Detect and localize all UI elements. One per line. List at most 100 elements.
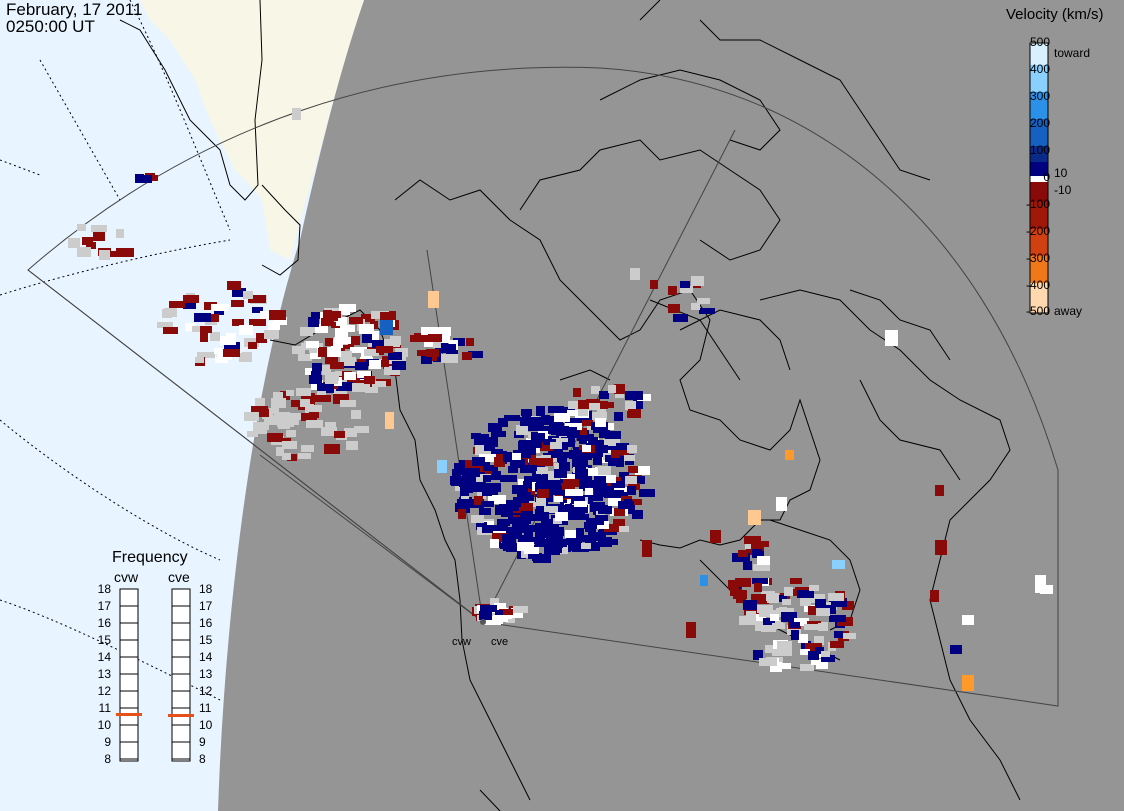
scatter-cell (484, 471, 501, 480)
scatter-cell (574, 505, 588, 513)
scatter-cell (521, 523, 529, 533)
scatter-cell (248, 342, 257, 349)
scatter-cell (554, 486, 570, 495)
scatter-cell (200, 332, 208, 342)
scatter-cell (513, 497, 523, 503)
scatter-cell (581, 543, 591, 549)
scatter-cell (635, 466, 650, 475)
scatter-cell (232, 319, 244, 326)
scatter-cell (600, 402, 614, 408)
scatter-cell (625, 391, 643, 400)
scatter-cell (808, 651, 819, 660)
scatter-cell (520, 417, 538, 426)
scatter-cell (691, 276, 704, 286)
scatter-cell (365, 384, 376, 393)
scatter-cell (789, 622, 800, 628)
scatter-cell (611, 450, 620, 458)
scatter-cell (458, 509, 466, 519)
scatter-cell (314, 395, 331, 402)
scatter-cell (757, 556, 770, 565)
scatter-cell (756, 614, 766, 622)
scatter-cell (565, 489, 583, 496)
scatter-cell (220, 336, 236, 345)
scatter-cell (455, 503, 470, 512)
scatter-cell (598, 537, 612, 547)
scatter-cell (502, 534, 516, 543)
scatter-cell (576, 528, 584, 535)
scatter-cell (510, 459, 525, 468)
scatter-cell (500, 475, 517, 482)
scatter-cell (578, 400, 589, 409)
scatter-cell (1035, 575, 1046, 593)
legend-tick: -200 (1025, 224, 1050, 238)
scatter-cell (370, 331, 379, 341)
scatter-cell (508, 466, 518, 473)
scatter-cell (594, 487, 609, 497)
scatter-cell (536, 497, 546, 506)
scatter-cell (592, 412, 607, 420)
scatter-cell (339, 304, 356, 312)
scatter-cell (300, 327, 313, 336)
scatter-cell (301, 393, 315, 402)
scatter-cell (585, 488, 593, 495)
scatter-cell (292, 108, 301, 120)
scatter-cell (300, 399, 310, 407)
scatter-cell (790, 578, 802, 584)
scatter-cell (1040, 585, 1053, 594)
scatter-cell (751, 542, 761, 549)
scatter-cell (503, 544, 515, 551)
scatter-cell (558, 545, 568, 554)
scatter-cell (388, 352, 402, 360)
scatter-cell (791, 630, 799, 640)
scatter-cell (214, 348, 224, 354)
scatter-cell (526, 424, 537, 431)
scatter-cell (520, 507, 533, 517)
scatter-cell (815, 599, 826, 608)
scatter-cell (639, 489, 655, 497)
scatter-cell (560, 442, 568, 450)
scatter-cell (453, 338, 465, 346)
scatter-cell (243, 291, 253, 299)
scatter-cell (558, 457, 567, 465)
scatter-cell (495, 610, 503, 618)
scatter-cell (579, 428, 587, 435)
scatter-cell (291, 400, 300, 407)
scatter-cell (765, 645, 777, 653)
scatter-cell (513, 606, 528, 613)
scatter-cell (282, 441, 294, 449)
scatter-cell (700, 575, 708, 586)
scatter-cell (540, 475, 550, 482)
scatter-cell (604, 488, 613, 498)
scatter-cell (185, 323, 195, 331)
scatter-cell (632, 510, 643, 519)
scatter-cell (571, 497, 585, 504)
legend-tick: -500 (1025, 304, 1050, 318)
scatter-cell (309, 412, 319, 418)
scatter-cell (271, 398, 286, 408)
scatter-cell (753, 650, 763, 660)
scatter-cell (490, 525, 501, 531)
scatter-cell (575, 420, 593, 426)
frequency-scale-label: 14 (199, 650, 213, 664)
scatter-cell (512, 519, 523, 529)
scatter-cell (568, 401, 582, 409)
scatter-cell (459, 477, 476, 487)
scatter-cell (210, 332, 220, 341)
scatter-cell (743, 561, 752, 570)
scatter-cell (616, 443, 629, 450)
scatter-cell (752, 549, 762, 558)
scatter-cell (362, 333, 372, 343)
scatter-cell (471, 515, 484, 523)
frequency-radar-label: cvw (114, 569, 139, 585)
scatter-cell (565, 530, 576, 538)
scatter-cell (260, 311, 269, 319)
scatter-cell (524, 547, 539, 554)
frequency-scale-label: 13 (97, 667, 111, 681)
scatter-cell (555, 512, 568, 521)
scatter-cell (565, 423, 582, 430)
scatter-cell (546, 486, 556, 495)
scatter-cell (733, 590, 747, 599)
scatter-cell (523, 516, 531, 524)
radar-site-label: cve (491, 636, 509, 648)
scatter-cell (535, 417, 543, 424)
